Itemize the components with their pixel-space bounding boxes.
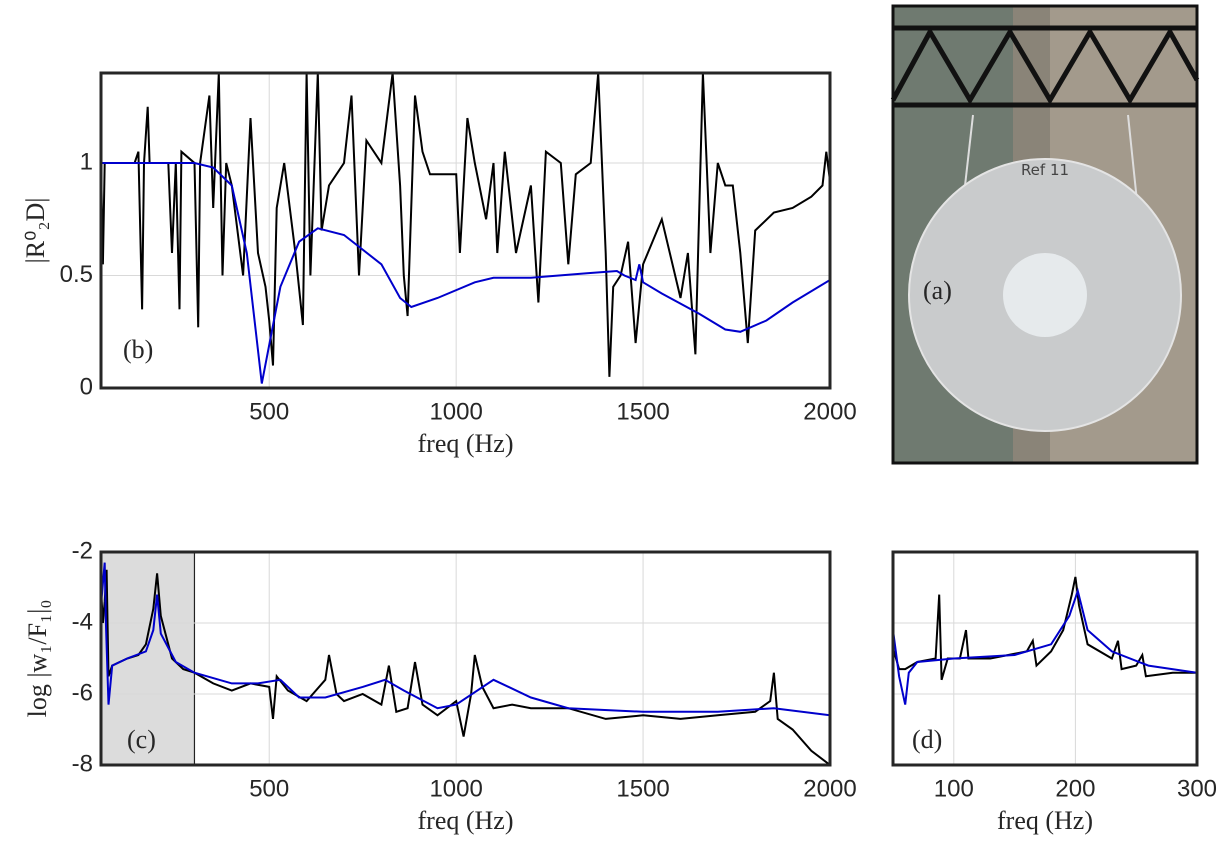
x-axis-label: freq (Hz)	[997, 806, 1093, 835]
plate-text: Ref 11	[1021, 161, 1069, 179]
plate-hole	[1003, 253, 1087, 337]
y-tick-label: -4	[72, 608, 93, 635]
panel: 100 200 300 freq (Hz) (d)	[891, 550, 1217, 835]
series-line	[101, 562, 830, 717]
x-tick-label: 2000	[803, 775, 856, 802]
x-tick-label: 2000	[803, 398, 856, 425]
panel: 500 1000 1500 2000 0 0.5 1 freq (Hz) |R⁰₂D| (b)	[21, 71, 857, 458]
series-line	[893, 576, 1197, 681]
panel-label: (d)	[912, 725, 942, 754]
y-tick-label: 0	[80, 373, 93, 400]
y-tick-label: 0.5	[60, 261, 93, 288]
panel-label: (a)	[923, 276, 952, 305]
series-line	[101, 73, 830, 377]
axes-frame	[99, 550, 832, 767]
axes-frame	[99, 71, 832, 390]
axes-frame	[891, 550, 1199, 767]
y-axis-label: log |w₁/F₁|₀	[23, 600, 52, 718]
photo: Ref 11 (a)	[890, 4, 1200, 465]
series-line	[893, 587, 1197, 705]
truss	[890, 25, 1200, 108]
x-tick-label: 100	[934, 775, 974, 802]
x-axis-label: freq (Hz)	[418, 429, 514, 458]
y-tick-label: 1	[80, 148, 93, 175]
x-tick-label: 500	[249, 398, 289, 425]
x-tick-label: 500	[249, 775, 289, 802]
series-line	[101, 162, 830, 384]
series-line	[101, 569, 830, 765]
y-tick-label: -6	[72, 679, 93, 706]
panel-label: (b)	[123, 335, 153, 364]
x-tick-label: 1000	[429, 398, 482, 425]
panel-label: (c)	[127, 725, 156, 754]
x-tick-label: 1500	[616, 398, 669, 425]
x-tick-label: 200	[1055, 775, 1095, 802]
y-axis-label: |R⁰₂D|	[21, 197, 50, 263]
y-tick-label: -8	[72, 750, 93, 777]
x-axis-label: freq (Hz)	[418, 806, 514, 835]
photo-frame	[891, 4, 1199, 465]
x-tick-label: 300	[1177, 775, 1217, 802]
x-tick-label: 1500	[616, 775, 669, 802]
panel: 500 1000 1500 2000 -8 -6 -4 -2 freq (Hz) log |w₁/…	[23, 537, 857, 835]
y-tick-label: -2	[72, 537, 93, 564]
x-tick-label: 1000	[429, 775, 482, 802]
